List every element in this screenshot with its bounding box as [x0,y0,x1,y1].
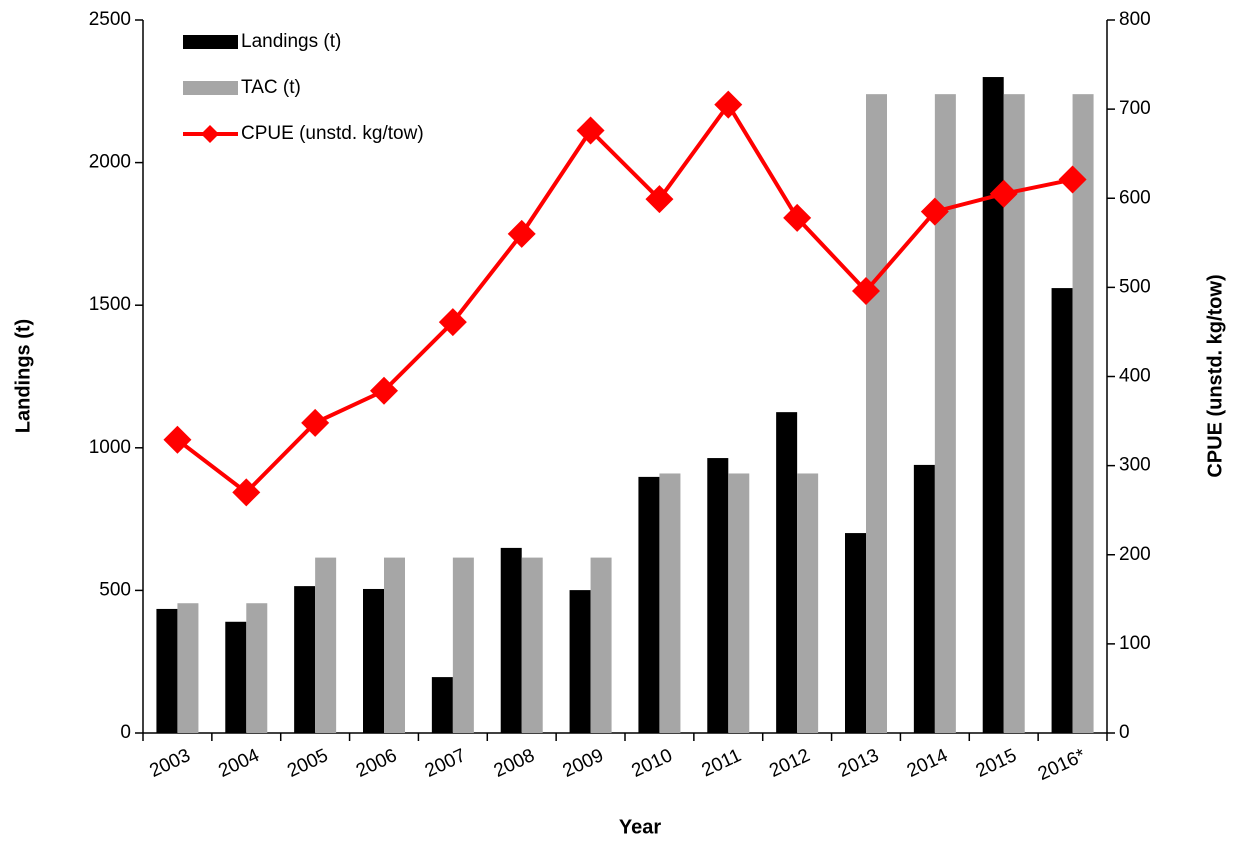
y-tick-label: 500 [99,579,131,600]
bar [521,557,543,733]
line [176,101,1073,496]
bar [707,458,729,733]
y-tick-label: 2000 [89,152,131,173]
bar [500,547,522,733]
marker [163,425,192,454]
bar [638,476,660,733]
bar [728,473,750,733]
x-tick-label: 2006 [353,745,400,782]
x-tick-label: 2016* [1035,745,1089,785]
bar [569,590,591,733]
y2-tick-label: 500 [1119,276,1151,297]
x-tick-label: 2012 [766,745,813,782]
x-tick-label: 2004 [215,745,263,782]
bar [776,412,798,733]
bar [845,533,866,733]
bar [315,557,337,733]
y2-tick-label: 800 [1119,9,1151,30]
y-tick-label: 0 [120,722,131,743]
marker [852,276,880,305]
x-tick-label: 2008 [491,745,538,782]
marker [989,179,1018,208]
legend-label: TAC (t) [241,77,301,98]
x-tick-label: 2013 [835,745,882,782]
y2-tick-label: 400 [1119,366,1151,387]
marker [438,308,467,337]
marker [714,90,743,119]
x-tick-label: 2007 [422,745,469,782]
marker [1058,165,1087,194]
bar [1003,94,1025,734]
legend-swatch [183,35,238,49]
bar [294,586,316,733]
x-axis-title: Year [619,816,661,838]
marker [645,185,674,214]
x-tick-label: 2003 [146,745,193,782]
bar [431,677,453,733]
bar [246,603,268,733]
legend-label: Landings (t) [241,31,341,52]
bar [1072,94,1094,734]
y2-axis-title: CPUE (unstd. kg/tow) [1204,274,1226,477]
marker [920,197,949,226]
x-tick-label: 2010 [628,745,675,782]
legend-marker [201,125,219,143]
y2-tick-label: 200 [1119,544,1151,565]
x-tick-label: 2011 [699,745,745,781]
legend-swatch [183,81,238,95]
bar [866,94,887,734]
x-tick-label: 2015 [973,745,1020,782]
legend-label: CPUE (unstd. kg/tow) [241,123,424,144]
marker [232,478,261,507]
bar [1051,288,1073,733]
y2-tick-label: 600 [1119,187,1151,208]
y2-tick-label: 0 [1119,722,1130,743]
x-tick-label: 2009 [560,745,607,782]
y-tick-label: 1500 [89,294,131,315]
bar [384,557,405,733]
x-tick-label: 2005 [284,745,331,782]
bar [452,557,474,733]
y-tick-label: 1000 [89,437,131,458]
marker [301,408,330,437]
marker [783,203,812,232]
bar [590,557,612,733]
bar [797,473,819,733]
bar [659,473,681,733]
marker [576,116,605,145]
bar [177,603,199,733]
y-tick-label: 2500 [89,9,131,30]
bar [934,94,956,734]
y2-tick-label: 300 [1119,455,1151,476]
marker [370,376,398,405]
bar [156,608,178,733]
bar [982,77,1004,734]
x-tick-label: 2014 [904,745,952,782]
bar [363,588,384,733]
y2-tick-label: 100 [1119,633,1151,654]
bar [913,464,935,733]
bar [225,621,247,733]
y-axis-title: Landings (t) [12,319,34,433]
y2-tick-label: 700 [1119,98,1151,119]
marker [507,219,536,248]
